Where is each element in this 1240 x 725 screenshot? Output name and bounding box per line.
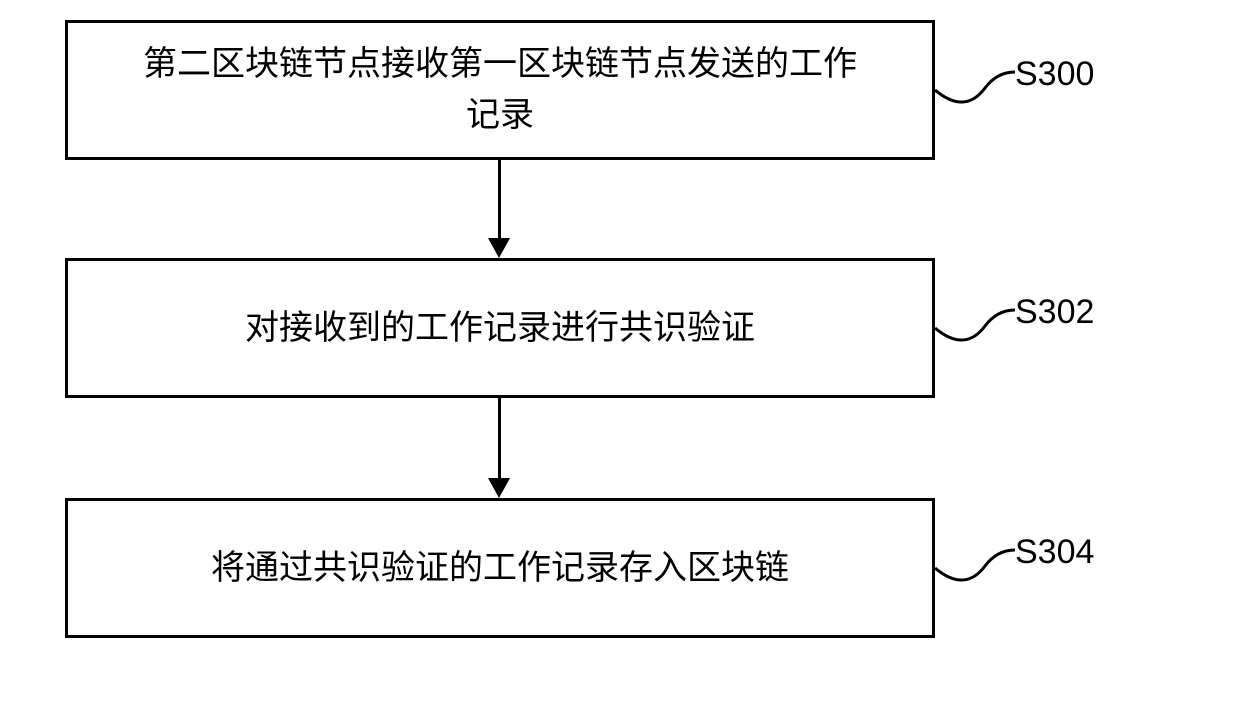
connector-curve-1: [935, 60, 1015, 120]
flow-step-2-text: 对接收到的工作记录进行共识验证: [245, 303, 755, 354]
arrow-1-head: [488, 238, 510, 258]
step-label-2: S302: [1015, 293, 1094, 332]
connector-curve-3: [935, 538, 1015, 598]
flow-step-1-text: 第二区块链节点接收第一区块链节点发送的工作记录: [143, 39, 857, 141]
arrow-1-line: [498, 160, 501, 238]
flow-step-3-text: 将通过共识验证的工作记录存入区块链: [211, 543, 789, 594]
arrow-2-head: [488, 478, 510, 498]
step-label-1: S300: [1015, 55, 1094, 94]
flow-step-3: 将通过共识验证的工作记录存入区块链: [65, 498, 935, 638]
connector-curve-2: [935, 298, 1015, 358]
flowchart-container: 第二区块链节点接收第一区块链节点发送的工作记录 S300 对接收到的工作记录进行…: [0, 0, 1240, 725]
flow-step-1: 第二区块链节点接收第一区块链节点发送的工作记录: [65, 20, 935, 160]
flow-step-2: 对接收到的工作记录进行共识验证: [65, 258, 935, 398]
step-label-3: S304: [1015, 533, 1094, 572]
arrow-2-line: [498, 398, 501, 478]
